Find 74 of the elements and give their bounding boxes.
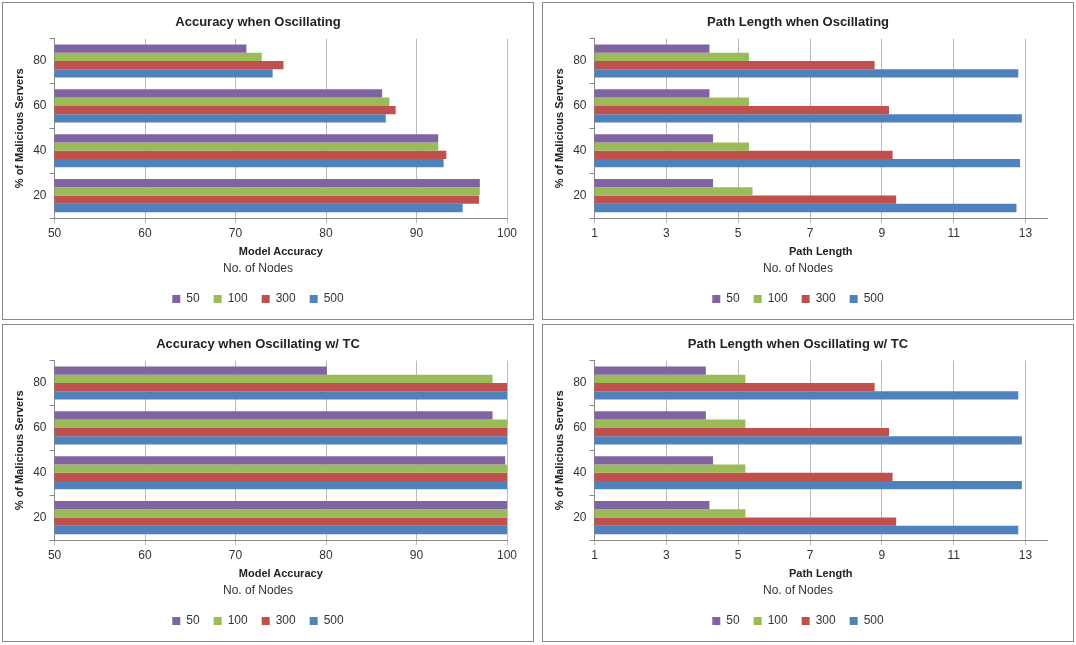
x-tick-label: 1 <box>591 547 599 562</box>
y-tick-label: 80 <box>33 53 47 68</box>
y-tick-label: 20 <box>573 509 587 524</box>
x-tick-label: 50 <box>47 225 62 240</box>
legend-title: No. of Nodes <box>222 582 294 597</box>
x-tick-label: 3 <box>663 225 671 240</box>
legend-label: 500 <box>863 291 885 306</box>
y-tick-label: 20 <box>573 187 587 202</box>
legend-label: 50 <box>186 613 200 628</box>
y-tick-label: 20 <box>33 509 47 524</box>
x-axis-title: Path Length <box>788 567 853 580</box>
y-tick-label: 60 <box>573 98 587 113</box>
y-tick-label: 80 <box>573 375 587 390</box>
legend-label: 100 <box>767 613 788 628</box>
x-tick-label: 70 <box>228 225 243 240</box>
y-axis-title: % of Malicious Servers <box>12 68 25 189</box>
x-tick-label: 60 <box>138 547 153 562</box>
y-tick-label: 80 <box>33 375 47 390</box>
y-tick-label: 40 <box>573 465 587 480</box>
y-tick-label: 40 <box>33 143 47 158</box>
x-axis-title: Path Length <box>788 245 853 258</box>
x-tick-label: 7 <box>806 225 814 240</box>
legend-label: 50 <box>726 291 740 306</box>
y-tick-label: 60 <box>33 420 47 435</box>
x-tick-label: 80 <box>319 547 334 562</box>
y-tick-label: 20 <box>33 187 47 202</box>
legend-label: 300 <box>275 291 297 306</box>
x-tick-label: 11 <box>947 547 961 562</box>
chart-title: Path Length when Oscillating w/ TC <box>687 336 909 352</box>
x-tick-label: 9 <box>878 225 886 240</box>
legend-label: 300 <box>275 613 297 628</box>
x-tick-label: 5 <box>734 547 742 562</box>
chart-title: Accuracy when Oscillating w/ TC <box>156 336 361 352</box>
x-tick-label: 11 <box>947 225 961 240</box>
x-axis-title: Model Accuracy <box>238 245 324 258</box>
x-tick-label: 100 <box>496 225 518 240</box>
legend-label: 300 <box>815 613 837 628</box>
y-axis-title: % of Malicious Servers <box>12 390 25 511</box>
y-axis-title: % of Malicious Servers <box>552 68 565 189</box>
legend-label: 50 <box>726 613 740 628</box>
y-tick-label: 60 <box>573 420 587 435</box>
x-axis-title: Model Accuracy <box>238 567 324 580</box>
legend-title: No. of Nodes <box>222 260 294 275</box>
x-tick-label: 60 <box>138 225 153 240</box>
x-tick-label: 90 <box>409 225 424 240</box>
y-axis-title: % of Malicious Servers <box>552 390 565 511</box>
x-tick-label: 5 <box>734 225 742 240</box>
x-tick-label: 70 <box>228 547 243 562</box>
x-tick-label: 7 <box>806 547 814 562</box>
legend-label: 100 <box>767 291 788 306</box>
x-tick-label: 9 <box>878 547 886 562</box>
y-tick-label: 40 <box>33 465 47 480</box>
x-tick-label: 50 <box>47 547 62 562</box>
y-tick-label: 60 <box>33 98 47 113</box>
x-tick-label: 90 <box>409 547 424 562</box>
legend-label: 100 <box>227 613 248 628</box>
legend-label: 500 <box>323 291 345 306</box>
x-tick-label: 1 <box>591 225 599 240</box>
legend-title: No. of Nodes <box>762 260 834 275</box>
x-tick-label: 13 <box>1018 225 1033 240</box>
legend-label: 500 <box>323 613 345 628</box>
x-tick-label: 13 <box>1018 547 1033 562</box>
legend-label: 500 <box>863 613 885 628</box>
legend-title: No. of Nodes <box>762 582 834 597</box>
legend-label: 300 <box>815 291 837 306</box>
x-tick-label: 80 <box>319 225 334 240</box>
chart-title: Path Length when Oscillating <box>706 14 890 30</box>
legend-label: 50 <box>186 291 200 306</box>
x-tick-label: 100 <box>496 547 518 562</box>
chart-title: Accuracy when Oscillating <box>175 14 341 30</box>
y-tick-label: 40 <box>573 143 587 158</box>
y-tick-label: 80 <box>573 53 587 68</box>
x-tick-label: 3 <box>663 547 671 562</box>
legend-label: 100 <box>227 291 248 306</box>
